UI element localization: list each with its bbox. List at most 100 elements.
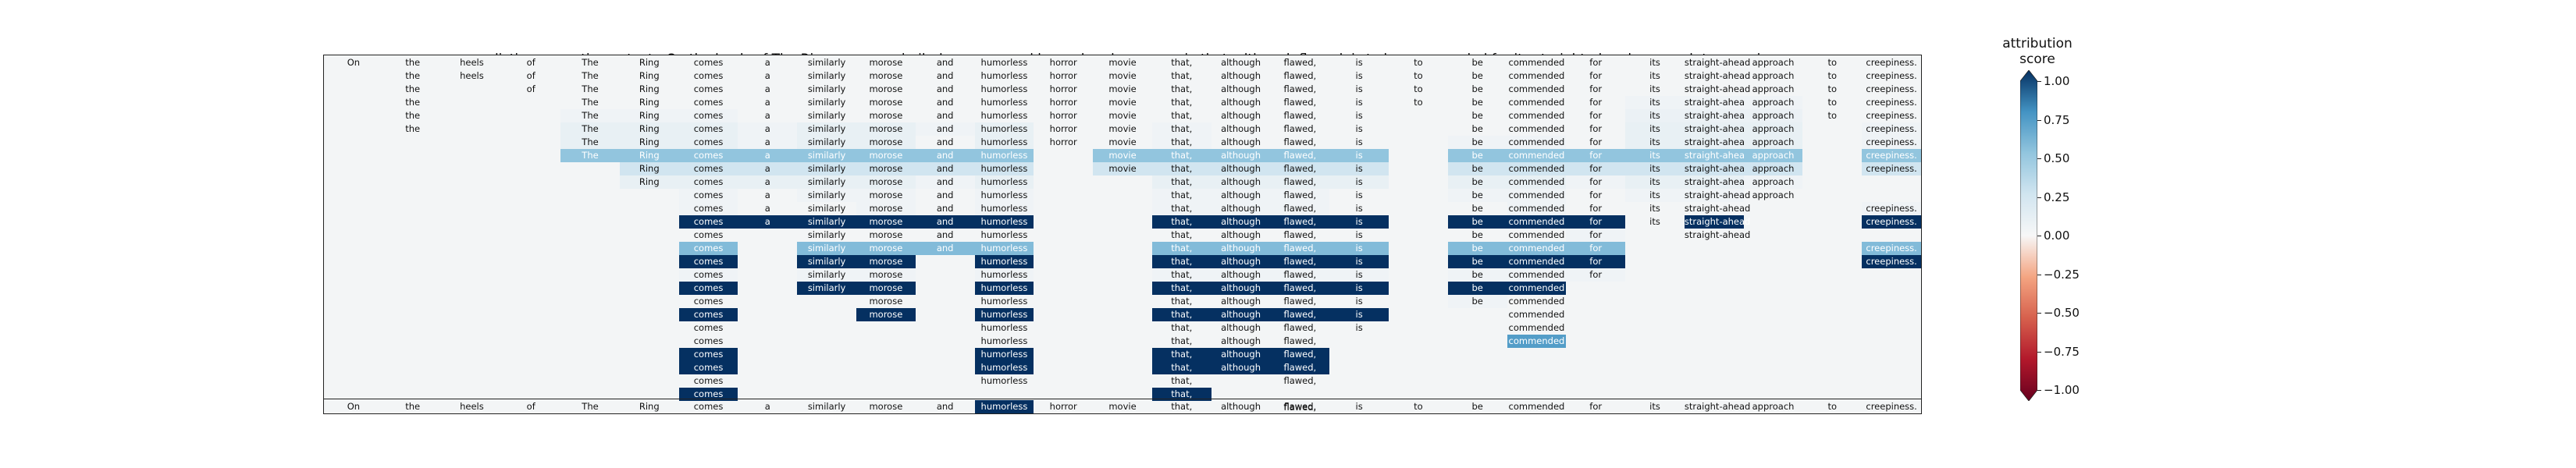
heatmap-cell-r16-11: humorless [974, 268, 1034, 282]
heatmap-cell-r7-10: and [915, 149, 975, 162]
heatmap-cell-r4-23: straight-ahead [1684, 109, 1751, 122]
heatmap-cell-r14-20: commended [1507, 242, 1567, 255]
heatmap-cell-r6-16: flawed, [1283, 136, 1317, 147]
heatmap-cell-r8-22: its [1625, 162, 1685, 176]
heatmap-cell-r6-13: movie [1108, 136, 1137, 147]
heatmap-cell-r23-6: comes [678, 361, 738, 374]
heatmap-cell-r15-15: although [1211, 255, 1271, 268]
heatmap-cell-r16-14: that, [1151, 268, 1212, 282]
heatmap-cell-r13-8: similarly [807, 229, 846, 240]
heatmap-cell-r0-5: Ring [639, 57, 660, 68]
heatmap-cell-r1-1: the [405, 70, 421, 81]
heatmap-cell-r8-23: straight-ahead [1684, 162, 1751, 176]
heatmap-cell-r12-8: similarly [797, 215, 856, 229]
heatmap-cell-r8-10: and [915, 162, 975, 176]
heatmap-cell-r1-7: a [764, 70, 770, 81]
heatmap-cell-r6-6: comes [678, 136, 738, 149]
heatmap-cell-r1-22: its [1649, 70, 1660, 81]
heatmap-cell-r0-24: approach [1752, 57, 1795, 68]
heatmap-cell-r4-6: comes [678, 109, 738, 122]
heatmap-cell-r27-7: a [764, 401, 770, 412]
heatmap-cell-r22-11: humorless [974, 348, 1034, 361]
heatmap-cell-r1-23: straight-ahead [1684, 70, 1751, 81]
heatmap-cell-r16-20: commended [1507, 268, 1567, 282]
heatmap-cell-r2-21: for [1589, 83, 1603, 94]
heatmap-cell-r21-6: comes [693, 335, 724, 346]
heatmap-cell-r13-21: for [1566, 229, 1626, 242]
heatmap-cell-r27-22: its [1649, 401, 1660, 412]
heatmap-cell-r9-5: Ring [619, 176, 679, 189]
heatmap-cell-r16-19: be [1447, 268, 1507, 282]
heatmap-cell-r9-6: comes [678, 176, 738, 189]
heatmap-cell-r1-13: movie [1108, 70, 1137, 81]
heatmap-cell-r1-4: The [582, 70, 599, 81]
heatmap-cell-r5-14: that, [1151, 122, 1212, 136]
heatmap-cell-r10-22: its [1625, 189, 1685, 202]
heatmap-cell-r0-10: and [936, 57, 954, 68]
heatmap-cell-r3-5: Ring [639, 97, 660, 108]
heatmap-cell-r12-22: its [1649, 216, 1660, 227]
heatmap-cell-r4-22: its [1625, 109, 1685, 122]
colorbar-tick-7: −0.75 [2037, 344, 2080, 359]
heatmap-cell-r18-16: flawed, [1283, 296, 1317, 307]
heatmap-cell-r9-7: a [738, 176, 798, 189]
heatmap-cell-r6-12: horror [1049, 136, 1077, 147]
heatmap-cell-r27-19: be [1471, 401, 1483, 412]
heatmap-cell-r12-16: flawed, [1270, 215, 1330, 229]
heatmap-cell-r14-6: comes [678, 242, 738, 255]
heatmap-cell-r19-9: morose [856, 308, 916, 321]
heatmap-cell-r7-7: a [738, 149, 798, 162]
colorbar-tick-6: −0.50 [2037, 306, 2080, 320]
heatmap-cell-r11-8: similarly [807, 203, 846, 214]
heatmap-cell-r7-16: flawed, [1270, 149, 1330, 162]
heatmap-cell-r0-2: heels [460, 57, 484, 68]
heatmap-cell-r2-23: straight-ahead [1684, 83, 1751, 94]
heatmap-cell-r5-11: humorless [974, 122, 1034, 136]
heatmap-cell-r21-11: humorless [980, 335, 1028, 346]
heatmap-cell-r6-23: straight-ahead [1684, 136, 1751, 149]
heatmap-cell-r22-6: comes [678, 348, 738, 361]
heatmap-cell-r6-9: morose [856, 136, 916, 149]
heatmap-cell-r7-14: that, [1151, 149, 1212, 162]
heatmap-cell-r2-4: The [582, 83, 599, 94]
heatmap-cell-r7-23: straight-ahead [1684, 149, 1751, 162]
heatmap-cell-r0-12: horror [1049, 57, 1077, 68]
heatmap-cell-r12-14: that, [1151, 215, 1212, 229]
heatmap-cell-r3-26: creepiness. [1866, 97, 1917, 108]
heatmap-cell-r6-14: that, [1151, 136, 1212, 149]
heatmap-cell-r3-24: approach [1743, 96, 1803, 109]
heatmap-cell-r15-8: similarly [797, 255, 856, 268]
heatmap-cell-r27-15: although [1221, 401, 1261, 412]
heatmap-cell-r15-9: morose [856, 255, 916, 268]
heatmap-cell-r8-8: similarly [797, 162, 856, 176]
heatmap-cell-r5-26: creepiness. [1862, 122, 1921, 136]
heatmap-cell-r7-17: is [1329, 149, 1389, 162]
heatmap-cell-r0-6: comes [693, 57, 724, 68]
heatmap-cell-r2-15: although [1221, 83, 1261, 94]
heatmap-cell-r11-17: is [1355, 203, 1363, 214]
heatmap-cell-r18-15: although [1221, 296, 1261, 307]
heatmap-cell-r20-16: flawed, [1283, 322, 1317, 333]
heatmap-cell-r2-12: horror [1049, 83, 1077, 94]
heatmap-cell-r5-17: is [1355, 123, 1363, 134]
heatmap-cell-r27-12: horror [1049, 401, 1077, 412]
heatmap-cell-r26-16: flawed, [1283, 402, 1317, 413]
colorbar [2020, 70, 2037, 401]
heatmap-cell-r12-11: humorless [974, 215, 1034, 229]
heatmap-cell-r4-24: approach [1743, 109, 1803, 122]
heatmap-cell-r11-7: a [764, 203, 770, 214]
heatmap-cell-r3-16: flawed, [1283, 97, 1317, 108]
heatmap-cell-r7-20: commended [1507, 149, 1567, 162]
heatmap-cell-r7-19: be [1447, 149, 1507, 162]
heatmap-cell-r8-20: commended [1507, 162, 1567, 176]
heatmap-cell-r2-17: is [1355, 83, 1363, 94]
heatmap-cell-r3-22: its [1625, 96, 1685, 109]
heatmap-cell-r0-21: for [1589, 57, 1603, 68]
heatmap-cell-r2-26: creepiness. [1866, 83, 1917, 94]
heatmap-cell-r20-14: that, [1171, 322, 1193, 333]
heatmap-cell-r14-17: is [1329, 242, 1389, 255]
heatmap-cell-r0-3: of [526, 57, 535, 68]
heatmap-cell-r20-6: comes [693, 322, 724, 333]
heatmap-cell-r2-3: of [526, 83, 535, 94]
heatmap-cell-r3-1: the [405, 97, 421, 108]
